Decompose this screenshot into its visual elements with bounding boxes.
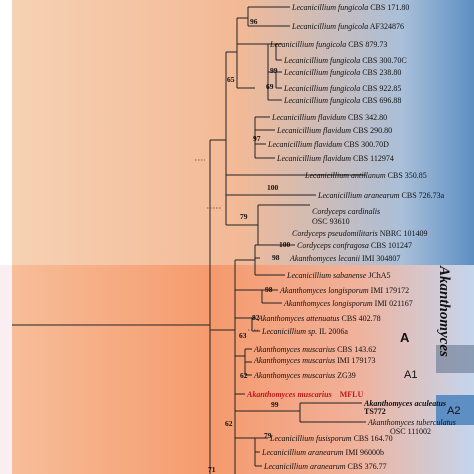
support-value: 71 <box>208 465 216 474</box>
support-value: 62 <box>225 419 233 428</box>
support-value: 97 <box>253 134 261 143</box>
taxon-label: Lecanicillium flavidum CBS 300.70D <box>267 140 389 149</box>
taxon-label: Akanthomyces aculeatus <box>363 399 446 408</box>
support-value: 99 <box>271 400 279 409</box>
taxon-label: Lecanicillium flavidum CBS 342.80 <box>271 113 387 122</box>
taxon-label: Akanthomyces tuberculatus <box>367 418 456 427</box>
support-value: 82 <box>252 313 260 322</box>
box-a-shade <box>436 345 474 373</box>
support-value: 98 <box>265 285 273 294</box>
taxon-labels: Lecanicillium fungicola CBS 171.80 Lecan… <box>246 3 456 471</box>
taxon-label: Lecanicillium sabanense JChA5 <box>286 271 391 280</box>
clade-box-a-label: A <box>400 330 410 345</box>
taxon-label: Lecanicillium fungicola CBS 922.85 <box>283 84 401 93</box>
taxon-label: Lecanicillium flavidum CBS 112974 <box>276 154 394 163</box>
taxon-label: Cordyceps cardinalis <box>312 207 380 216</box>
taxon-label: Lecanicillium fungicola CBS 171.80 <box>291 3 409 12</box>
taxon-label: Lecanicillium sp. IL 2006a <box>261 327 348 336</box>
support-values: 96 99 69 65 97 100 79 100 98 98 82 63 62… <box>208 17 291 474</box>
taxon-label: OSC 93610 <box>312 217 350 226</box>
support-value: 63 <box>239 331 247 340</box>
support-value: 79 <box>240 212 248 221</box>
taxon-label-highlight: Akanthomyces muscarius MFLU <box>246 390 363 399</box>
box-a2-shade <box>436 395 474 425</box>
clade-box-a2-label: A2 <box>447 405 460 417</box>
support-value: 65 <box>227 75 235 84</box>
taxon-label: Lecanicillium aranearum CBS 726.73a <box>317 191 445 200</box>
support-value: 79 <box>264 431 272 440</box>
taxon-label: Lecanicillium antillanum CBS 350.85 <box>304 171 427 180</box>
taxon-label: Akanthomyces attenuatus CBS 402.78 <box>257 314 381 323</box>
taxon-label: Lecanicillium fungicola CBS 300.70C <box>283 56 407 65</box>
taxon-label: Akanthomyces muscarius ZG39 <box>253 371 356 380</box>
support-value: 62 <box>240 371 248 380</box>
taxon-label: Akanthomyces longisporum IMI 021167 <box>283 299 413 308</box>
support-value: 100 <box>279 240 291 249</box>
tree-branches <box>12 6 366 474</box>
taxon-label: Lecanicillium fungicola AF324876 <box>291 22 404 31</box>
background-left-margin-lower <box>0 265 12 474</box>
taxon-label: Lecanicillium fungicola CBS 238.80 <box>283 68 401 77</box>
taxon-label: TS772 <box>364 407 386 416</box>
taxon-label: Akanthomyces lecanii IMI 304807 <box>289 254 400 263</box>
dashed-guides <box>195 159 258 331</box>
taxon-label: Akanthomyces muscarius CBS 143.62 <box>253 345 376 354</box>
clade-box-a1-label: A1 <box>404 369 417 381</box>
taxon-label: Cordyceps confragosa CBS 101247 <box>297 241 412 250</box>
clade-name-akanthomyces: Akanthomyces <box>436 265 452 357</box>
taxon-label: Akanthomyces muscarius IMI 179173 <box>253 356 376 365</box>
support-value: 100 <box>267 183 279 192</box>
taxon-label: Lecanicillium aranearum IMI 96000b <box>261 448 384 457</box>
taxon-label: Lecanicillium aranearum CBS 376.77 <box>263 462 387 471</box>
taxon-label: Akanthomyces longisporum IMI 179172 <box>279 286 409 295</box>
support-value: 99 <box>270 66 278 75</box>
support-value: 96 <box>250 17 258 26</box>
background-lower-band <box>0 265 474 474</box>
support-value: 69 <box>266 82 274 91</box>
support-value: 98 <box>272 253 280 262</box>
taxon-label: Lecanicillium flavidum CBS 290.80 <box>276 126 392 135</box>
taxon-label: OSC 111002 <box>390 427 431 436</box>
taxon-label: Lecanicillium fungicola CBS 879.73 <box>269 40 387 49</box>
taxon-label: Cordyceps pseudomilitaris NBRC 101409 <box>292 229 428 238</box>
taxon-label: Lecanicillium fusisporum CBS 164.70 <box>269 434 393 443</box>
taxon-label: Lecanicillium fungicola CBS 696.88 <box>283 96 401 105</box>
